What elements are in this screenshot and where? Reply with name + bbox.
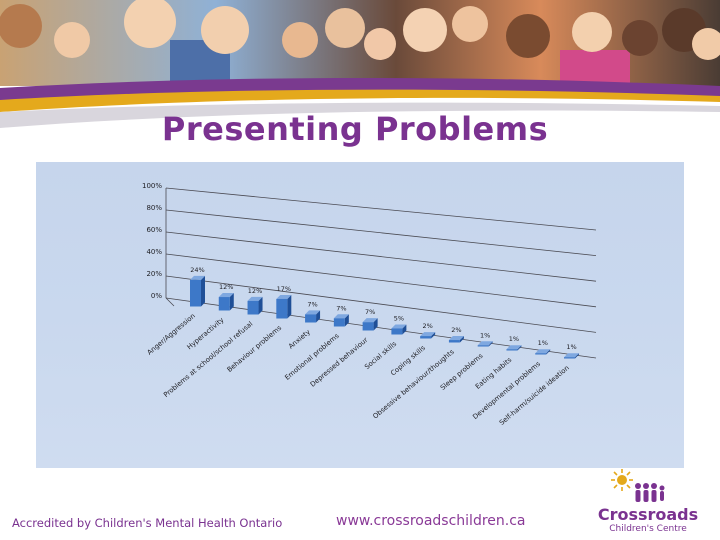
- gridline-3: [165, 231, 597, 282]
- data-label-12: 1%: [538, 339, 548, 347]
- bar-top-8: [420, 332, 436, 337]
- gridline-1: [165, 275, 597, 333]
- bar-top-5: [333, 314, 349, 319]
- bar-3: [276, 298, 288, 319]
- swoosh-decoration: [0, 77, 720, 128]
- data-label-13: 1%: [566, 343, 576, 351]
- website-url[interactable]: www.crossroadschildren.ca: [336, 513, 526, 529]
- y-tick-label-1: 20%: [146, 270, 162, 278]
- accreditation-text: Accredited by Children's Mental Health O…: [12, 516, 283, 530]
- bar-side-6: [373, 318, 378, 331]
- bar-11: [506, 349, 518, 351]
- bar-4: [305, 314, 317, 323]
- y-tick-label-5: 100%: [142, 182, 162, 190]
- y-tick-label-2: 40%: [146, 248, 162, 256]
- bar-5: [333, 318, 345, 327]
- children-photo-collage: [0, 0, 720, 86]
- y-tick-label-4: 80%: [146, 204, 162, 212]
- bar-top-4: [305, 310, 321, 315]
- bar-top-2: [247, 296, 263, 301]
- gridline-0: [165, 297, 597, 359]
- slide-title: Presenting Problems: [161, 110, 549, 148]
- category-label-4: Anxiety: [287, 328, 312, 351]
- bar-2: [247, 300, 259, 315]
- bar-side-5: [344, 314, 349, 327]
- bar-10: [477, 345, 489, 347]
- data-label-10: 1%: [480, 331, 490, 339]
- logo-name: Crossroads: [597, 505, 699, 524]
- bar-12: [535, 353, 547, 355]
- floor-edge: [165, 297, 175, 307]
- chart-area: 0% 20% 40% 60% 80% 100% 24% Anger/Aggression 12%…: [36, 162, 684, 468]
- gridline-5: [165, 187, 597, 231]
- data-label-5: 7%: [336, 304, 346, 312]
- data-label-8: 2%: [422, 322, 432, 330]
- bar-6: [362, 322, 374, 331]
- y-tick-label-3: 60%: [146, 226, 162, 234]
- category-label-6: Depressed behaviour: [309, 336, 370, 389]
- bar-side-4: [316, 310, 321, 323]
- logo-subtitle: Children's Centre: [609, 524, 687, 534]
- bar-top-7: [391, 324, 407, 329]
- bar-side-9: [459, 336, 464, 343]
- data-label-2: 12%: [248, 287, 262, 295]
- bar-side-12: [546, 349, 551, 355]
- bar-top-1: [218, 293, 234, 298]
- gridline-4: [165, 209, 597, 256]
- bar-side-11: [517, 345, 522, 351]
- y-tick-label-0: 0%: [151, 292, 162, 300]
- gridline-2: [165, 253, 597, 308]
- bar-9: [448, 340, 460, 343]
- bar-side-7: [402, 324, 407, 335]
- bar-side-1: [229, 293, 234, 311]
- data-label-4: 7%: [307, 300, 317, 308]
- data-label-3: 17%: [277, 285, 291, 293]
- bar-chart: 0%20%40%60%80%100%24%Anger/Aggression12%…: [142, 182, 597, 427]
- bar-side-0: [201, 275, 205, 307]
- header-banner: [0, 0, 720, 86]
- data-label-9: 2%: [451, 326, 461, 334]
- data-label-7: 5%: [394, 314, 404, 322]
- category-label-12: Developmental problems: [471, 360, 542, 421]
- bar-top-13: [564, 353, 579, 358]
- bar-1: [218, 297, 230, 311]
- bar-top-12: [535, 349, 551, 354]
- bar-top-3: [276, 294, 292, 299]
- category-label-13: Self-harm/suicide ideation: [498, 364, 571, 427]
- bar-top-0: [190, 275, 205, 280]
- bar-0: [190, 279, 201, 307]
- category-label-7: Social skills: [363, 340, 398, 371]
- data-label-1: 12%: [219, 283, 233, 291]
- bar-side-3: [287, 294, 292, 319]
- bar-7: [391, 328, 403, 335]
- data-label-11: 1%: [509, 335, 519, 343]
- bar-top-11: [506, 345, 522, 350]
- data-label-6: 7%: [365, 308, 375, 316]
- bar-13: [564, 357, 575, 359]
- bar-top-9: [448, 336, 464, 341]
- figures-icon: [635, 483, 665, 502]
- bar-side-2: [258, 296, 263, 315]
- bar-side-8: [431, 332, 436, 339]
- bar-top-6: [362, 318, 378, 323]
- data-label-0: 24%: [190, 266, 204, 274]
- bar-side-10: [488, 341, 493, 347]
- bar-8: [420, 336, 432, 339]
- sun-icon: [611, 469, 633, 491]
- bar-top-10: [477, 341, 493, 346]
- bar-side-13: [575, 353, 579, 359]
- crossroads-logo: [611, 469, 665, 502]
